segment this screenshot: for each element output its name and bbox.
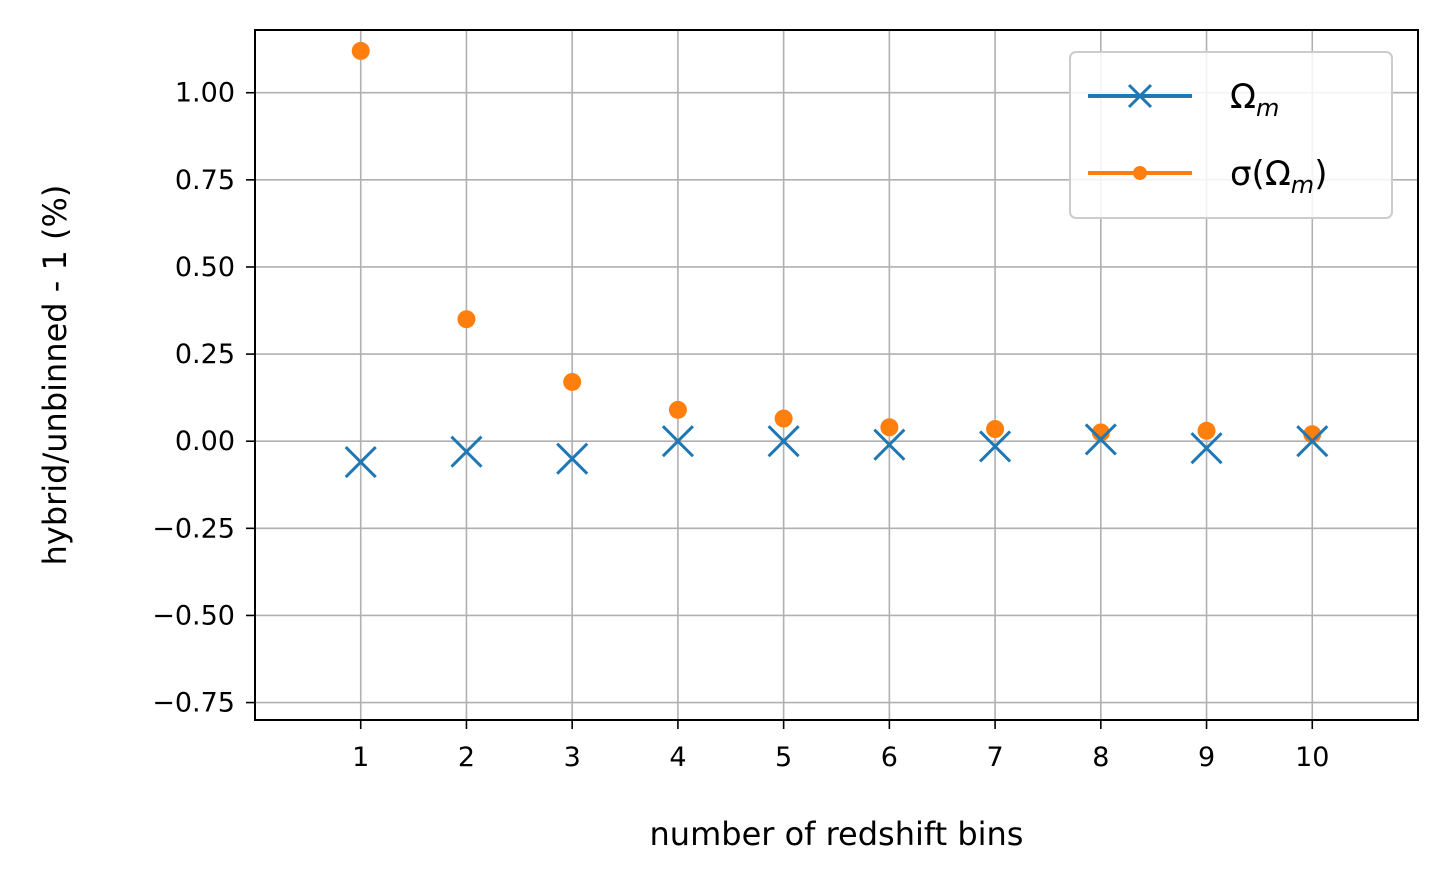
- data-point-omega-m: [1190, 432, 1223, 465]
- legend-label: σ(Ωm): [1230, 154, 1327, 199]
- y-tick-label: 0.00: [175, 426, 235, 457]
- data-point-sigma-omega-m: [351, 41, 370, 60]
- x-axis-label: number of redshift bins: [650, 815, 1024, 853]
- x-marker-stroke: [450, 435, 483, 468]
- legend-marker: [1133, 166, 1147, 180]
- x-marker-stroke: [1084, 423, 1117, 456]
- data-point-omega-m: [1296, 425, 1329, 458]
- legend-box: [1069, 51, 1393, 219]
- x-tick-label: 9: [1198, 742, 1215, 773]
- x-marker-stroke: [1296, 425, 1329, 458]
- axes-frame: [254, 29, 1419, 721]
- legend: Ωm σ(Ωm): [1069, 51, 1393, 219]
- tick-labels: 1 2 3 4 5 6 7 8 9 10 −0.75 −0.50 −0.25 0.00 0.25 0.50 0.…: [152, 78, 1329, 773]
- data-point-omega-m: [767, 425, 800, 458]
- x-tick-label: 7: [986, 742, 1003, 773]
- x-tick-label: 8: [1092, 742, 1109, 773]
- x-tick-label: 10: [1295, 742, 1329, 773]
- y-tick-label: 0.75: [175, 165, 235, 196]
- x-marker-stroke: [979, 430, 1012, 463]
- x-marker-stroke: [873, 428, 906, 461]
- data-point-omega-m: [873, 428, 906, 461]
- x-marker-stroke: [1190, 432, 1223, 465]
- y-tick-label: 1.00: [175, 78, 235, 109]
- data-point-omega-m: [556, 442, 589, 475]
- y-tick-label: −0.75: [152, 688, 235, 719]
- x-tick-label: 1: [352, 742, 369, 773]
- data-point-sigma-omega-m: [457, 310, 476, 329]
- x-tick-label: 2: [458, 742, 475, 773]
- data-point-sigma-omega-m: [563, 372, 582, 391]
- legend-marker: [1127, 83, 1153, 109]
- data-point-omega-m: [344, 446, 377, 479]
- y-tick-label: 0.50: [175, 252, 235, 283]
- data-point-omega-m: [1084, 423, 1117, 456]
- x-marker-stroke: [556, 442, 589, 475]
- y-tick-label: −0.50: [152, 600, 235, 631]
- plot-marks: [344, 41, 1329, 479]
- x-tick-label: 5: [775, 742, 792, 773]
- data-point-omega-m: [979, 430, 1012, 463]
- y-tick-label: −0.25: [152, 513, 235, 544]
- data-point-sigma-omega-m: [986, 420, 1005, 439]
- x-tick-label: 3: [564, 742, 581, 773]
- x-marker-stroke: [1127, 83, 1153, 109]
- x-marker-stroke: [661, 425, 694, 458]
- data-point-omega-m: [661, 425, 694, 458]
- data-point-sigma-omega-m: [1197, 421, 1216, 440]
- data-point-omega-m: [450, 435, 483, 468]
- y-tick-label: 0.25: [175, 339, 235, 370]
- legend-label: Ωm: [1230, 77, 1279, 122]
- y-axis-label: hybrid/unbinned - 1 (%): [36, 185, 74, 566]
- x-marker-stroke: [344, 446, 377, 479]
- data-point-sigma-omega-m: [668, 400, 687, 419]
- x-tick-label: 6: [881, 742, 898, 773]
- tick-marks: [246, 91, 1314, 729]
- data-point-sigma-omega-m: [774, 409, 793, 428]
- x-tick-label: 4: [669, 742, 686, 773]
- x-marker-stroke: [767, 425, 800, 458]
- data-point-sigma-omega-m: [880, 418, 899, 437]
